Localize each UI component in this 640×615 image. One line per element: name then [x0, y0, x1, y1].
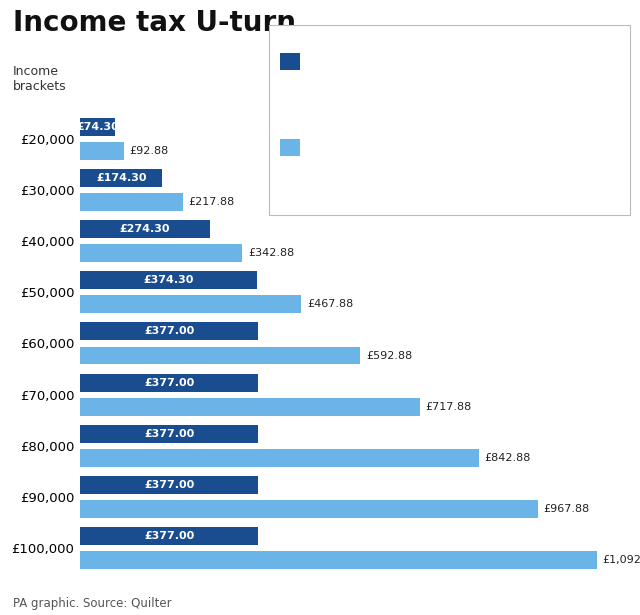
Text: Savings that people: Savings that people [308, 43, 429, 57]
Text: £377.00: £377.00 [144, 327, 195, 336]
Bar [80, 142, 124, 160]
Text: would: would [407, 43, 447, 57]
Text: made before the planned cut to: made before the planned cut to [308, 62, 496, 75]
Text: £374.30: £374.30 [143, 276, 194, 285]
Text: £717.88: £717.88 [425, 402, 472, 411]
Text: PA graphic. Source: Quilter: PA graphic. Source: Quilter [13, 597, 172, 610]
Bar [80, 193, 183, 211]
Text: to the cut to national insurance,: to the cut to national insurance, [308, 148, 498, 161]
Text: £92.88: £92.88 [130, 146, 169, 156]
Text: £342.88: £342.88 [248, 248, 294, 258]
Bar [80, 220, 210, 238]
Text: £467.88: £467.88 [307, 300, 353, 309]
Text: £217.88: £217.88 [189, 197, 235, 207]
Text: make due: make due [425, 129, 487, 143]
Bar [80, 244, 242, 262]
Text: £842.88: £842.88 [484, 453, 531, 463]
Bar [80, 527, 259, 545]
Text: Income tax U-turn: Income tax U-turn [13, 9, 296, 38]
Bar [80, 322, 259, 341]
Bar [80, 169, 163, 187]
Bar [80, 551, 597, 569]
Text: £967.88: £967.88 [543, 504, 590, 514]
Text: £592.88: £592.88 [366, 351, 412, 360]
Bar [80, 398, 420, 416]
Text: will: will [407, 129, 430, 143]
Text: Savings that people: Savings that people [308, 129, 429, 143]
Text: basic rate tax was scrapped: basic rate tax was scrapped [308, 80, 474, 93]
Text: £377.00: £377.00 [144, 531, 195, 541]
Text: £377.00: £377.00 [144, 429, 195, 438]
Text: Income
brackets: Income brackets [13, 65, 67, 93]
Bar [80, 425, 259, 443]
Bar [80, 271, 257, 289]
Text: £174.30: £174.30 [96, 173, 147, 183]
Bar [80, 374, 259, 392]
Text: which remains in place: which remains in place [308, 166, 444, 180]
Bar [80, 295, 301, 313]
Bar [80, 449, 479, 467]
Text: have: have [431, 43, 464, 57]
Bar [80, 500, 538, 518]
Bar [80, 476, 259, 494]
Bar [80, 346, 360, 365]
Text: £1,092.88: £1,092.88 [603, 555, 640, 565]
Text: £377.00: £377.00 [144, 378, 195, 387]
Bar [80, 118, 115, 136]
Text: £74.30: £74.30 [76, 122, 119, 132]
Text: £377.00: £377.00 [144, 480, 195, 490]
Text: £274.30: £274.30 [120, 224, 170, 234]
